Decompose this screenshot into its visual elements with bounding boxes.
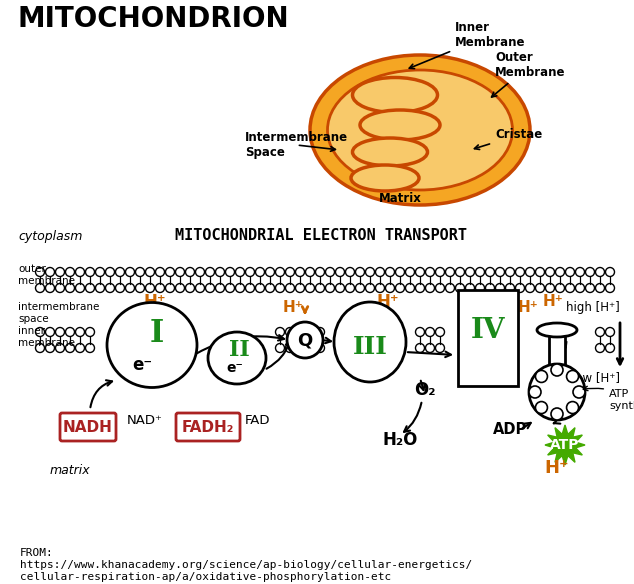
Bar xyxy=(458,290,518,386)
Ellipse shape xyxy=(537,323,577,337)
Ellipse shape xyxy=(328,70,512,190)
Text: cellular-respiration-ap/a/oxidative-phosphorylation-etc: cellular-respiration-ap/a/oxidative-phos… xyxy=(20,572,391,582)
Text: H⁺: H⁺ xyxy=(476,293,498,311)
Ellipse shape xyxy=(310,55,530,205)
Text: H⁺: H⁺ xyxy=(377,293,399,311)
Text: H⁺: H⁺ xyxy=(283,301,304,315)
Text: FADH₂: FADH₂ xyxy=(182,419,234,434)
Text: NADH: NADH xyxy=(63,419,113,434)
Text: high [H⁺]: high [H⁺] xyxy=(566,301,620,315)
Circle shape xyxy=(536,370,547,383)
Circle shape xyxy=(529,364,585,420)
Text: H⁺: H⁺ xyxy=(144,293,166,311)
Text: IV: IV xyxy=(471,317,505,343)
Circle shape xyxy=(567,402,579,413)
Ellipse shape xyxy=(353,78,437,113)
Text: III: III xyxy=(353,335,387,359)
Text: Intermembrane
Space: Intermembrane Space xyxy=(245,131,348,159)
Text: ATP
synthase: ATP synthase xyxy=(583,386,634,411)
Circle shape xyxy=(529,386,541,398)
Text: ADP: ADP xyxy=(493,422,527,437)
Text: inner
membrane: inner membrane xyxy=(18,326,75,348)
Text: NAD⁺: NAD⁺ xyxy=(127,413,163,426)
Circle shape xyxy=(551,364,563,376)
Ellipse shape xyxy=(208,332,266,384)
Text: Matrix: Matrix xyxy=(378,192,422,204)
Text: Cristae: Cristae xyxy=(474,128,542,150)
FancyBboxPatch shape xyxy=(60,413,116,441)
Text: e⁻: e⁻ xyxy=(132,356,152,374)
Bar xyxy=(549,330,565,365)
Text: Outer
Membrane: Outer Membrane xyxy=(491,51,566,97)
Text: MITOCHONDRION: MITOCHONDRION xyxy=(18,5,290,33)
FancyBboxPatch shape xyxy=(176,413,240,441)
Ellipse shape xyxy=(353,138,427,166)
Text: https://www.khanacademy.org/science/ap-biology/cellular-energetics/: https://www.khanacademy.org/science/ap-b… xyxy=(20,560,472,570)
Text: H⁺: H⁺ xyxy=(517,301,538,315)
Text: Q: Q xyxy=(297,331,313,349)
Text: ATP: ATP xyxy=(550,438,579,452)
Circle shape xyxy=(573,386,585,398)
Text: H₂O: H₂O xyxy=(382,431,418,449)
Text: H⁺: H⁺ xyxy=(543,294,564,310)
Text: Inner
Membrane: Inner Membrane xyxy=(410,21,526,69)
Ellipse shape xyxy=(351,165,419,191)
Text: MITOCHONDRIAL ELECTRON TRANSPORT: MITOCHONDRIAL ELECTRON TRANSPORT xyxy=(175,228,467,243)
Text: matrix: matrix xyxy=(50,464,91,477)
Circle shape xyxy=(536,402,547,413)
Text: I: I xyxy=(150,318,164,349)
Text: O₂: O₂ xyxy=(414,381,436,399)
Text: outer
membrane: outer membrane xyxy=(18,264,75,286)
Text: intermembrane
space: intermembrane space xyxy=(18,302,100,324)
Text: e⁻: e⁻ xyxy=(226,361,243,375)
Polygon shape xyxy=(545,425,585,465)
Text: FAD: FAD xyxy=(245,413,271,426)
Ellipse shape xyxy=(360,110,440,140)
Ellipse shape xyxy=(334,302,406,382)
Text: II: II xyxy=(229,339,249,361)
Text: H⁺: H⁺ xyxy=(545,459,569,477)
Circle shape xyxy=(567,370,579,383)
Circle shape xyxy=(551,408,563,420)
Ellipse shape xyxy=(107,303,197,388)
Text: low [H⁺]: low [H⁺] xyxy=(572,371,620,384)
Circle shape xyxy=(287,322,323,358)
Text: cytoplasm: cytoplasm xyxy=(18,230,82,243)
Text: FROM:: FROM: xyxy=(20,548,54,558)
